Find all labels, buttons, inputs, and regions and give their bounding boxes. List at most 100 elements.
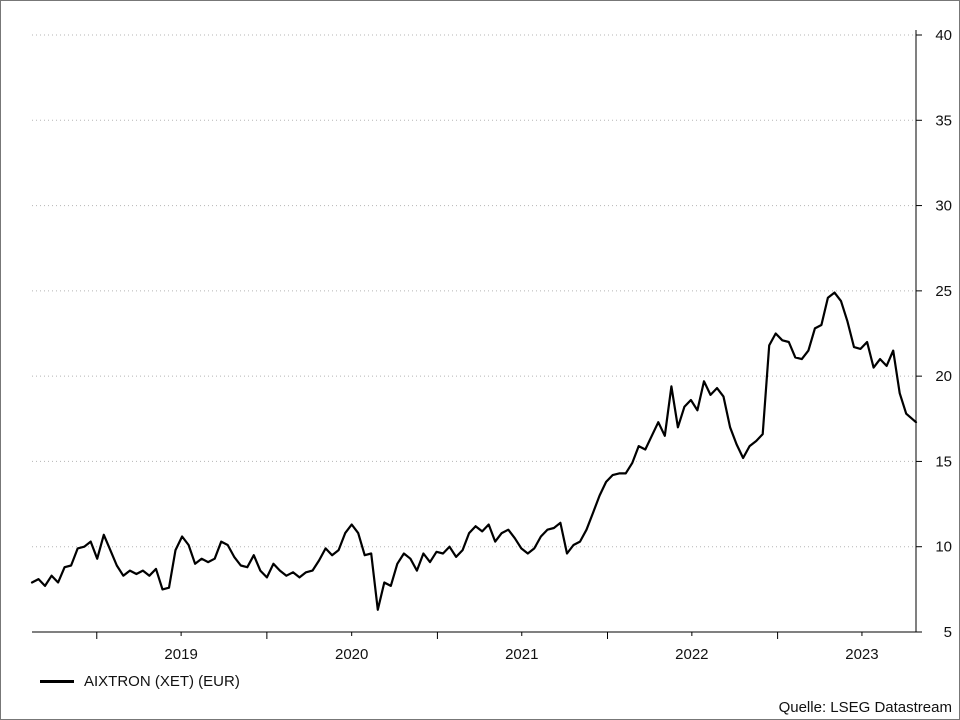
data-point [142, 570, 144, 572]
legend: AIXTRON (XET) (EUR) [40, 671, 240, 691]
data-point [775, 333, 777, 335]
data-point [83, 546, 85, 548]
data-point [462, 549, 464, 551]
data-point [723, 396, 725, 398]
data-point [520, 547, 522, 549]
data-point [455, 556, 457, 558]
data-point [390, 585, 392, 587]
data-point [873, 367, 875, 369]
data-point [90, 541, 92, 543]
data-point [651, 435, 653, 437]
data-point [377, 609, 379, 611]
data-point [188, 544, 190, 546]
data-point [827, 297, 829, 299]
data-point [768, 344, 770, 346]
data-point [370, 553, 372, 555]
data-point [657, 421, 659, 423]
data-point [194, 563, 196, 565]
series-layer [30, 291, 918, 611]
data-point [240, 564, 242, 566]
data-point [285, 575, 287, 577]
data-point [135, 573, 137, 575]
data-point [586, 529, 588, 531]
data-point [298, 576, 300, 578]
y-tick-label: 5 [944, 624, 952, 641]
data-point [592, 512, 594, 514]
data-point [860, 348, 862, 350]
data-point [833, 292, 835, 294]
data-point [696, 409, 698, 411]
data-point [272, 563, 274, 565]
data-point [38, 578, 40, 580]
data-point [579, 541, 581, 543]
y-tick-label: 40 [935, 27, 952, 44]
data-point [846, 321, 848, 323]
data-point [214, 558, 216, 560]
data-point [807, 350, 809, 352]
data-point [801, 358, 803, 360]
data-point [96, 558, 98, 560]
data-point [820, 324, 822, 326]
x-tick-label: 2021 [505, 646, 538, 663]
data-point [64, 566, 66, 568]
data-point [709, 394, 711, 396]
data-point [618, 472, 620, 474]
data-point [540, 535, 542, 537]
data-point [181, 535, 183, 537]
data-point [781, 339, 783, 341]
data-point [905, 413, 907, 415]
data-point [344, 532, 346, 534]
data-point [338, 549, 340, 551]
data-point [625, 472, 627, 474]
data-point [409, 558, 411, 560]
data-point [57, 582, 59, 584]
data-point [553, 527, 555, 529]
data-point [266, 576, 268, 578]
data-point [475, 525, 477, 527]
data-point [253, 554, 255, 556]
data-point [51, 575, 53, 577]
data-point [357, 532, 359, 534]
data-point [259, 570, 261, 572]
data-point [279, 570, 281, 572]
data-point [246, 566, 248, 568]
data-point [690, 399, 692, 401]
data-point [122, 575, 124, 577]
legend-label: AIXTRON (XET) (EUR) [84, 672, 240, 690]
data-point [566, 553, 568, 555]
data-point [318, 559, 320, 561]
series-line [30, 291, 918, 611]
data-point [683, 406, 685, 408]
data-point [325, 547, 327, 549]
data-point [638, 445, 640, 447]
grid-lines [32, 34, 916, 548]
data-point [161, 588, 163, 590]
data-point [207, 561, 209, 563]
data-point [527, 553, 529, 555]
data-point [403, 553, 405, 555]
y-tick-label: 20 [935, 368, 952, 385]
data-point [788, 341, 790, 343]
data-point [227, 544, 229, 546]
data-point [605, 481, 607, 483]
y-tick-label: 30 [935, 198, 952, 215]
x-tick-label: 2023 [845, 646, 878, 663]
data-point [435, 551, 437, 553]
data-point [915, 421, 917, 423]
data-point [488, 524, 490, 526]
data-point [892, 350, 894, 352]
data-point [514, 537, 516, 539]
data-point [879, 358, 881, 360]
data-point [77, 547, 79, 549]
data-point [670, 385, 672, 387]
data-point [201, 558, 203, 560]
data-point [429, 561, 431, 563]
data-point [507, 529, 509, 531]
axes: 5 10 15 20 25 30 35 40 2019 2020 2021 2022 2023 [32, 27, 952, 663]
y-tick-label: 15 [935, 453, 952, 470]
data-point [70, 564, 72, 566]
data-point [533, 547, 535, 549]
data-point [494, 541, 496, 543]
source-note: Quelle: LSEG Datastream [778, 699, 952, 716]
